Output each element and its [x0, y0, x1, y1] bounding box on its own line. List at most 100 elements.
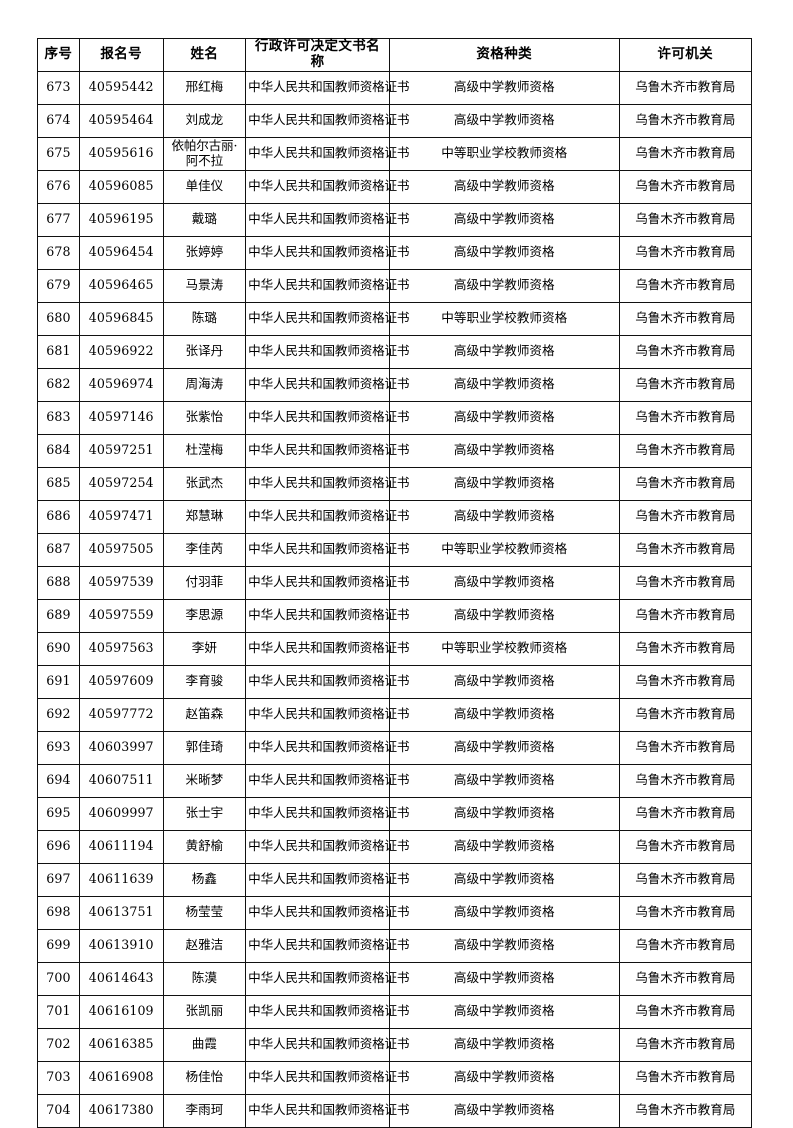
cell-seq: 679 [37, 268, 80, 303]
cell-seq: 695 [37, 796, 80, 831]
table-row: 688 40597539 付羽菲 中华人民共和国教师资格证书 高级中学教师资格 乌鲁木齐市… [37, 565, 753, 600]
cell-qual: 高级中学教师资格 [388, 334, 620, 369]
cell-seq: 701 [37, 994, 80, 1029]
cell-doc: 中华人民共和国教师资格证书 [245, 763, 409, 798]
cell-seq: 676 [37, 169, 80, 204]
cell-regno: 40597471 [78, 499, 164, 534]
cell-seq: 696 [37, 829, 80, 864]
cell-doc: 中华人民共和国教师资格证书 [245, 334, 409, 369]
cell-doc: 中华人民共和国教师资格证书 [245, 829, 409, 864]
cell-qual: 高级中学教师资格 [388, 235, 620, 270]
table-row: 697 40611639 杨鑫 中华人民共和国教师资格证书 高级中学教师资格 乌鲁木齐市教… [37, 862, 753, 897]
cell-regno: 40595464 [78, 103, 164, 138]
table-body: 673 40595442 邢红梅 中华人民共和国教师资格证书 高级中学教师资格 乌鲁木齐市… [37, 70, 753, 1128]
table-row: 675 40595616 依帕尔古丽·阿不拉 中华人民共和国教师资格证书 中等职业学校教… [37, 136, 753, 171]
cell-org: 乌鲁木齐市教育局 [618, 301, 753, 336]
cell-regno: 40596085 [78, 169, 164, 204]
table-header-row: 序号 报名号 姓名 行政许可决定文书名称 资格种类 许可机关 [37, 38, 753, 72]
cell-regno: 40597559 [78, 598, 164, 633]
cell-qual: 高级中学教师资格 [388, 697, 620, 732]
cell-qual: 高级中学教师资格 [388, 829, 620, 864]
cell-seq: 690 [37, 631, 80, 666]
cell-name: 戴璐 [162, 202, 247, 237]
cell-doc: 中华人民共和国教师资格证书 [245, 70, 409, 105]
cell-qual: 高级中学教师资格 [388, 268, 620, 303]
cell-name: 依帕尔古丽·阿不拉 [162, 136, 247, 171]
cell-regno: 40597254 [78, 466, 164, 501]
cell-doc: 中华人民共和国教师资格证书 [245, 367, 409, 402]
cell-qual: 高级中学教师资格 [388, 433, 620, 468]
cell-seq: 687 [37, 532, 80, 567]
cell-name: 张士宇 [162, 796, 247, 831]
table-row: 680 40596845 陈璐 中华人民共和国教师资格证书 中等职业学校教师资格 乌鲁木齐… [37, 301, 753, 336]
cell-seq: 702 [37, 1027, 80, 1062]
cell-doc: 中华人民共和国教师资格证书 [245, 598, 409, 633]
cell-seq: 678 [37, 235, 80, 270]
cell-org: 乌鲁木齐市教育局 [618, 928, 753, 963]
cell-org: 乌鲁木齐市教育局 [618, 631, 753, 666]
cell-regno: 40616908 [78, 1060, 164, 1095]
cell-org: 乌鲁木齐市教育局 [618, 136, 753, 171]
cell-seq: 697 [37, 862, 80, 897]
column-header-name: 姓名 [162, 38, 247, 72]
cell-doc: 中华人民共和国教师资格证书 [245, 565, 409, 600]
table-row: 684 40597251 杜滢梅 中华人民共和国教师资格证书 高级中学教师资格 乌鲁木齐市… [37, 433, 753, 468]
table-row: 687 40597505 李佳芮 中华人民共和国教师资格证书 中等职业学校教师资格 乌鲁木… [37, 532, 753, 567]
cell-org: 乌鲁木齐市教育局 [618, 862, 753, 897]
cell-regno: 40609997 [78, 796, 164, 831]
cell-name: 赵雅洁 [162, 928, 247, 963]
cell-name: 周海涛 [162, 367, 247, 402]
cell-doc: 中华人民共和国教师资格证书 [245, 862, 409, 897]
cell-seq: 688 [37, 565, 80, 600]
cell-qual: 高级中学教师资格 [388, 400, 620, 435]
cell-doc: 中华人民共和国教师资格证书 [245, 961, 409, 996]
cell-seq: 694 [37, 763, 80, 798]
cell-org: 乌鲁木齐市教育局 [618, 895, 753, 930]
cell-regno: 40616385 [78, 1027, 164, 1062]
cell-org: 乌鲁木齐市教育局 [618, 829, 753, 864]
cell-doc: 中华人民共和国教师资格证书 [245, 136, 409, 171]
cell-org: 乌鲁木齐市教育局 [618, 433, 753, 468]
table-row: 694 40607511 米晰梦 中华人民共和国教师资格证书 高级中学教师资格 乌鲁木齐市… [37, 763, 753, 798]
cell-seq: 684 [37, 433, 80, 468]
cell-name: 杜滢梅 [162, 433, 247, 468]
cell-seq: 691 [37, 664, 80, 699]
cell-doc: 中华人民共和国教师资格证书 [245, 202, 409, 237]
cell-doc: 中华人民共和国教师资格证书 [245, 1093, 409, 1128]
cell-seq: 674 [37, 103, 80, 138]
cell-doc: 中华人民共和国教师资格证书 [245, 532, 409, 567]
column-header-doc: 行政许可决定文书名称 [245, 38, 390, 72]
cell-doc: 中华人民共和国教师资格证书 [245, 466, 409, 501]
cell-org: 乌鲁木齐市教育局 [618, 796, 753, 831]
cell-regno: 40613910 [78, 928, 164, 963]
cell-seq: 675 [37, 136, 80, 171]
cell-doc: 中华人民共和国教师资格证书 [245, 796, 409, 831]
cell-name: 马景涛 [162, 268, 247, 303]
cell-regno: 40597609 [78, 664, 164, 699]
cell-name: 黄舒榆 [162, 829, 247, 864]
cell-seq: 685 [37, 466, 80, 501]
table-row: 681 40596922 张译丹 中华人民共和国教师资格证书 高级中学教师资格 乌鲁木齐市… [37, 334, 753, 369]
cell-regno: 40596845 [78, 301, 164, 336]
cell-org: 乌鲁木齐市教育局 [618, 235, 753, 270]
cell-name: 李佳芮 [162, 532, 247, 567]
cell-name: 付羽菲 [162, 565, 247, 600]
cell-org: 乌鲁木齐市教育局 [618, 565, 753, 600]
cell-org: 乌鲁木齐市教育局 [618, 532, 753, 567]
cell-qual: 高级中学教师资格 [388, 730, 620, 765]
table-row: 704 40617380 李雨珂 中华人民共和国教师资格证书 高级中学教师资格 乌鲁木齐市… [37, 1093, 753, 1128]
cell-doc: 中华人民共和国教师资格证书 [245, 103, 409, 138]
cell-org: 乌鲁木齐市教育局 [618, 70, 753, 105]
cell-seq: 700 [37, 961, 80, 996]
table-row: 690 40597563 李妍 中华人民共和国教师资格证书 中等职业学校教师资格 乌鲁木齐… [37, 631, 753, 666]
cell-name: 李妍 [162, 631, 247, 666]
table-row: 683 40597146 张紫怡 中华人民共和国教师资格证书 高级中学教师资格 乌鲁木齐市… [37, 400, 753, 435]
cell-regno: 40596454 [78, 235, 164, 270]
table-header: 序号 报名号 姓名 行政许可决定文书名称 资格种类 许可机关 [37, 38, 753, 72]
cell-qual: 中等职业学校教师资格 [388, 136, 620, 171]
cell-regno: 40596195 [78, 202, 164, 237]
cell-qual: 高级中学教师资格 [388, 1027, 620, 1062]
cell-qual: 高级中学教师资格 [388, 169, 620, 204]
cell-qual: 高级中学教师资格 [388, 466, 620, 501]
cell-regno: 40597146 [78, 400, 164, 435]
